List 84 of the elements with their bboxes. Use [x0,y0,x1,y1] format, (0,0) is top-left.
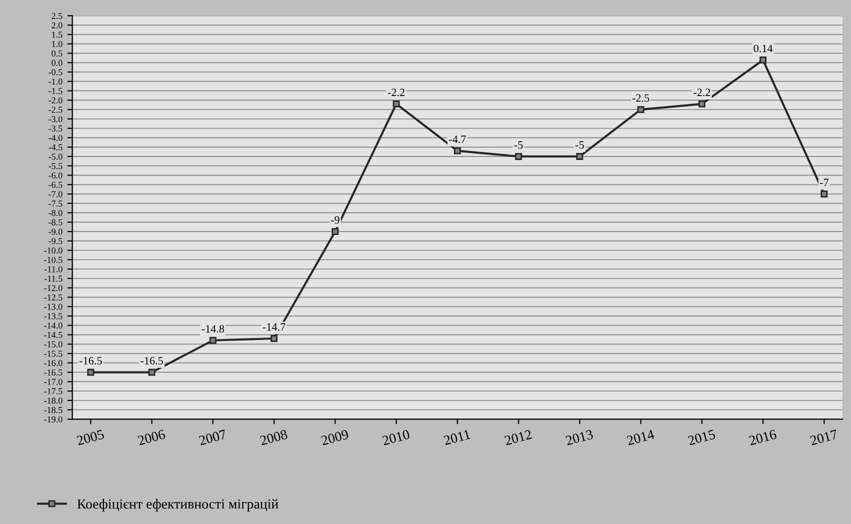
y-tick-label: -18.5 [44,406,62,414]
y-tick-label: -14.0 [44,322,62,329]
x-tick-label: 2012 [504,430,532,446]
data-label: -16.5 [80,357,102,365]
point [270,335,278,342]
point [392,100,400,108]
point [637,106,644,114]
y-tick-label: -17.5 [44,388,62,394]
y-tick-label: -6.0 [48,172,62,178]
point [454,147,461,154]
data-label: -7 [820,178,828,186]
point [515,152,522,160]
point [87,368,94,376]
data-label: -2.5 [632,94,650,102]
y-tick-label: -5.0 [48,154,62,160]
data-label: -2.2 [388,88,404,96]
y-tick-label: -14.5 [44,332,62,338]
y-tick-label: -13.5 [44,313,62,320]
point [698,100,706,108]
x-tick-label: 2017 [810,429,838,446]
y-tick-label: -3.5 [48,125,62,132]
y-tick-label: -2.0 [48,97,62,104]
x-tick-label: 2014 [626,429,655,446]
y-tick-label: -15.5 [44,350,62,357]
x-tick-label: 2013 [565,429,594,446]
y-tick-label: -11.5 [44,276,62,282]
data-label: -4.7 [449,136,466,144]
x-tick-label: 2016 [748,429,777,446]
y-tick-label: -16.0 [44,360,62,366]
y-tick-label: -17.0 [44,378,62,385]
data-label: -5 [575,141,584,149]
point [209,336,216,344]
data-label: -2.2 [694,88,710,96]
y-tick-label: -5.5 [48,163,62,170]
x-tick-label: 2015 [688,429,716,446]
y-tick-label: -7.5 [48,200,62,207]
data-label: -9 [330,216,340,224]
y-tick-label: -16.5 [44,369,62,376]
x-tick-label: 2005 [76,429,104,446]
point [760,56,766,64]
data-label: -14.8 [202,325,224,333]
y-tick-label: -4.5 [48,144,62,150]
point [148,368,156,376]
y-tick-label: -11.0 [44,266,62,272]
data-label: -16.5 [140,357,163,365]
x-tick-label: 2006 [137,429,166,446]
y-tick-label: -15.0 [44,341,62,348]
y-tick-label: -18.0 [44,398,62,404]
y-tick-label: -13.0 [44,304,62,310]
y-tick-label: -4.0 [48,134,62,141]
y-tick-label: 0.0 [52,60,62,66]
y-tick-label: -9.0 [48,228,62,235]
y-tick-label: 2.0 [52,22,62,28]
y-tick-label: -12.0 [44,284,62,292]
x-tick-label: 2010 [382,429,410,446]
y-tick-label: -19.0 [44,416,62,422]
x-tick-label: 2007 [198,429,227,446]
data-label: -5 [514,141,523,149]
data-label: 0.14 [754,44,773,52]
y-tick-label: -7.0 [48,191,62,198]
y-tick-label: -10.0 [44,247,62,254]
x-tick-label: 2009 [320,429,349,446]
x-tick-label: 2008 [260,429,288,446]
y-tick-label: -8.0 [48,210,62,216]
data-label: -14.7 [262,323,286,331]
point [576,152,584,160]
point [332,228,339,236]
y-tick-label: -9.5 [48,238,62,244]
y-tick-label: 1.0 [52,41,62,48]
legend-label: Коефіцієнт ефективності міграцій [77,498,278,512]
y-tick-label: 1.5 [52,32,62,38]
y-tick-label: -6.5 [48,182,62,188]
y-tick-label: -0.5 [48,69,62,76]
point [820,190,828,198]
y-tick-label: 2.5 [52,12,62,19]
y-tick-label: -10.5 [44,256,62,263]
y-tick-label: -3.0 [48,116,62,122]
y-tick-label: 0.5 [52,50,62,57]
y-tick-label: -1.0 [48,78,62,85]
y-tick-label: -8.5 [48,219,62,226]
y-tick-label: -2.5 [48,106,62,113]
y-tick-label: -1.5 [48,88,62,94]
y-tick-label: -12.5 [44,294,62,300]
x-tick-label: 2011 [443,430,471,446]
